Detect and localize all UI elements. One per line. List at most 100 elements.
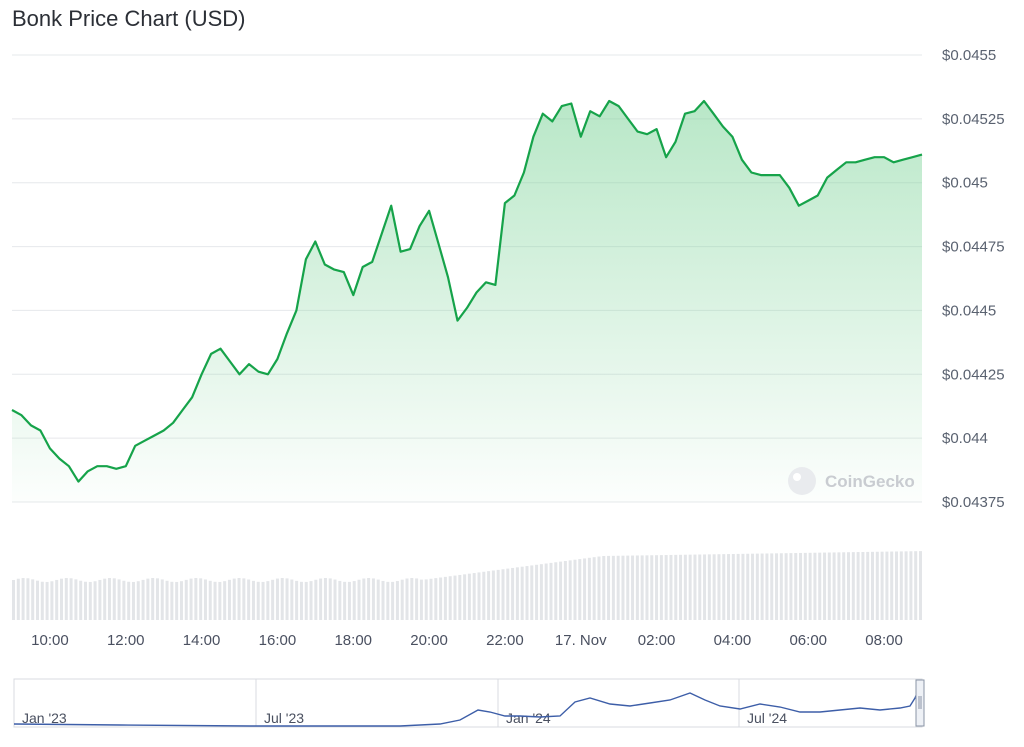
volume-bar xyxy=(847,552,851,620)
volume-bar xyxy=(203,579,207,620)
navigator-tick-label: Jul '23 xyxy=(264,710,304,726)
volume-bar xyxy=(410,578,414,620)
volume-bar xyxy=(352,581,356,620)
volume-bar xyxy=(496,569,500,620)
volume-bar xyxy=(770,553,774,620)
navigator-series xyxy=(13,685,921,727)
volume-bar xyxy=(415,578,419,620)
volume-bar xyxy=(611,555,615,620)
volume-bar xyxy=(530,565,534,620)
volume-bar xyxy=(467,573,471,620)
volume-bar xyxy=(823,552,827,620)
volume-bar xyxy=(583,558,587,620)
volume-bar xyxy=(367,578,371,620)
volume-bar xyxy=(866,551,870,620)
volume-bar xyxy=(674,554,678,620)
volume-bar xyxy=(439,577,443,620)
volume-bar xyxy=(501,569,505,620)
volume-bar xyxy=(371,578,375,620)
x-tick-label: 04:00 xyxy=(714,632,752,649)
volume-bar xyxy=(12,580,15,620)
navigator[interactable]: Jan '23 Jul '23 Jan '24 Jul '24 xyxy=(13,678,925,728)
volume-bar xyxy=(64,578,68,620)
volume-bar xyxy=(323,578,327,620)
volume-bar xyxy=(26,578,30,620)
volume-bar xyxy=(362,578,366,620)
x-tick-label: 18:00 xyxy=(334,632,372,649)
volume-bar xyxy=(170,581,174,620)
volume-bar xyxy=(275,578,279,620)
volume-bar xyxy=(453,575,457,620)
volume-bar xyxy=(21,578,25,620)
volume-bar xyxy=(83,581,87,620)
volume-bar xyxy=(117,579,121,620)
volume-bar xyxy=(554,562,558,620)
volume-bar xyxy=(328,578,332,620)
volume-bar xyxy=(755,553,759,620)
volume-bar xyxy=(463,574,467,620)
volume-bar xyxy=(717,554,721,620)
volume-bar xyxy=(199,578,203,620)
volume-bar xyxy=(544,563,548,620)
volume-bar xyxy=(727,554,731,620)
volume-bar xyxy=(419,579,423,620)
volume-bar xyxy=(525,566,529,620)
volume-bar xyxy=(539,564,543,620)
x-tick-label: 06:00 xyxy=(789,632,827,649)
volume-bar xyxy=(827,552,831,620)
volume-bar xyxy=(227,579,231,620)
volume-bar xyxy=(74,579,78,620)
volume-bar xyxy=(208,580,212,620)
volume-bar xyxy=(184,579,188,620)
volume-bar xyxy=(304,581,308,620)
volume-bar xyxy=(98,579,102,620)
volume-bar xyxy=(487,571,491,620)
volume-bar xyxy=(515,567,519,620)
volume-bar xyxy=(597,556,601,620)
volume-bar xyxy=(482,571,486,620)
volume-bar xyxy=(688,554,692,620)
y-tick-label: $0.04425 xyxy=(942,366,1005,383)
price-line-layer[interactable] xyxy=(11,99,923,483)
volume-bar xyxy=(261,581,265,620)
volume-bar xyxy=(333,579,337,620)
x-tick-label: 02:00 xyxy=(638,632,676,649)
volume-bar xyxy=(899,551,903,620)
volume-bar xyxy=(832,552,836,620)
volume-bar xyxy=(909,551,913,620)
volume-bar xyxy=(731,553,735,620)
volume-bar xyxy=(79,580,83,620)
volume-bar xyxy=(890,551,894,620)
volume-bar xyxy=(707,554,711,620)
volume-bar xyxy=(103,578,107,620)
volume-bar xyxy=(736,553,740,620)
volume-bar xyxy=(376,579,380,620)
volume-bar xyxy=(592,557,596,620)
volume-bar xyxy=(511,567,515,620)
volume-bar xyxy=(779,553,783,620)
volume-bar xyxy=(247,579,251,620)
volume-bar xyxy=(405,578,409,620)
x-axis: 10:00 12:00 14:00 16:00 18:00 20:00 22:00 17. N… xyxy=(31,632,903,649)
volume-bar xyxy=(875,551,879,620)
volume-bar xyxy=(146,578,150,620)
volume-bar xyxy=(40,581,44,620)
volume-bar xyxy=(285,578,289,620)
price-area xyxy=(12,101,922,502)
volume-bar xyxy=(107,578,111,620)
volume-bar xyxy=(904,551,908,620)
navigator-frame[interactable] xyxy=(13,678,923,728)
volume-bar xyxy=(751,553,755,620)
volume-bar xyxy=(218,581,222,620)
volume-bar xyxy=(155,578,159,620)
navigator-handle[interactable] xyxy=(915,679,925,727)
volume-bar xyxy=(616,555,620,620)
volume-bar xyxy=(160,579,164,620)
y-tick-label: $0.0455 xyxy=(942,47,996,64)
chart-title: Bonk Price Chart (USD) xyxy=(12,6,246,31)
volume-bar xyxy=(256,581,260,620)
volume-bar xyxy=(35,580,39,620)
y-tick-label: $0.04375 xyxy=(942,494,1005,511)
x-tick-label: 08:00 xyxy=(865,632,903,649)
